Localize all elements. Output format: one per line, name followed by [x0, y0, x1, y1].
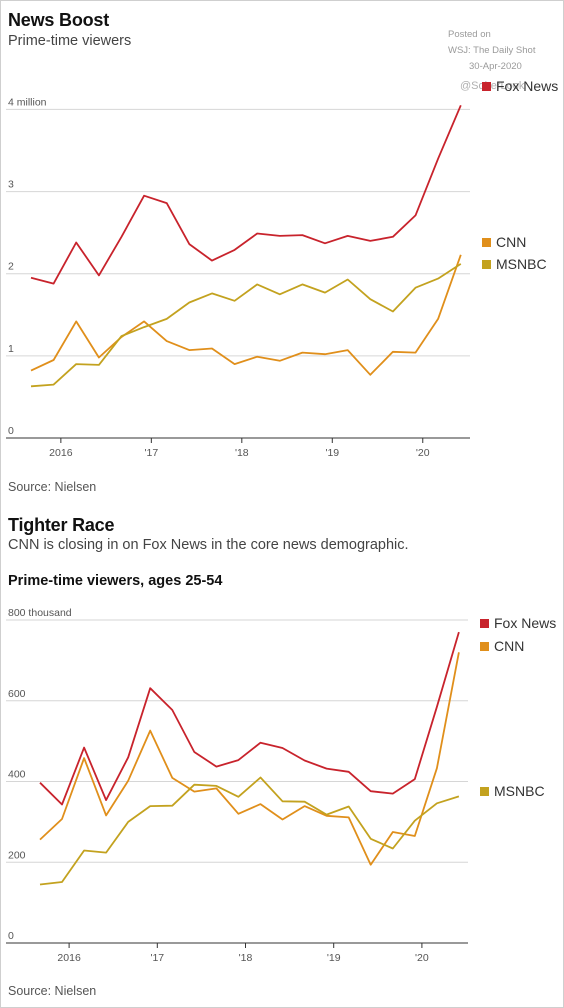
series-line-cnn — [30, 254, 462, 376]
series-line-msnbc — [30, 263, 462, 388]
legend-label-cnn: CNN — [496, 234, 526, 250]
legend-label-fox: Fox News — [494, 615, 556, 631]
y-tick-label: 3 — [8, 179, 14, 191]
watermark-date: 30-Apr-2020 — [469, 61, 522, 72]
chart1-source: Source: Nielsen — [8, 480, 97, 494]
legend-label-cnn: CNN — [494, 638, 524, 654]
chart2-subhead: Prime-time viewers, ages 25-54 — [8, 573, 223, 589]
legend-swatch-cnn — [482, 238, 491, 247]
chart1-title: News Boost — [8, 10, 110, 30]
y-tick-label: 1 — [8, 343, 14, 355]
chart1-subtitle: Prime-time viewers — [8, 33, 132, 49]
x-tick-label: '18 — [235, 447, 249, 459]
series-line-fox — [39, 631, 460, 806]
chart2-source: Source: Nielsen — [8, 984, 97, 998]
chart2-plot: 0 200 400 600 800 thousand 2016 '17 '18 '19 '20 Fo… — [6, 607, 556, 964]
legend-swatch-fox — [482, 82, 491, 91]
chart1-plot: 0 1 2 3 4 million 2016 '17 '18 '19 '20 Fox News CNN… — [6, 78, 558, 459]
watermark-handle: @SoberLook — [460, 80, 525, 92]
series-line-fox — [30, 104, 462, 285]
x-tick-label: 2016 — [49, 447, 73, 459]
legend-swatch-fox — [480, 619, 489, 628]
watermark-posted-on: Posted on — [448, 29, 491, 40]
legend-swatch-msnbc — [482, 260, 491, 269]
x-tick-label: '20 — [416, 447, 430, 459]
watermark-source-name: WSJ: The Daily Shot — [448, 45, 536, 56]
y-tick-label: 4 million — [8, 96, 47, 108]
x-tick-label: '18 — [239, 952, 253, 964]
series-line-cnn — [39, 652, 460, 866]
legend-label-fox: Fox News — [496, 78, 558, 94]
chart2-subtitle: CNN is closing in on Fox News in the cor… — [8, 537, 409, 553]
y-tick-label: 0 — [8, 930, 14, 942]
x-tick-label: 2016 — [57, 952, 81, 964]
x-tick-label: '17 — [144, 447, 158, 459]
y-tick-label: 2 — [8, 261, 14, 273]
legend-swatch-msnbc — [480, 787, 489, 796]
x-tick-label: '19 — [327, 952, 341, 964]
y-tick-label: 200 — [8, 849, 26, 861]
chart2-title: Tighter Race — [8, 515, 115, 535]
y-tick-label: 0 — [8, 425, 14, 437]
legend-swatch-cnn — [480, 642, 489, 651]
x-tick-label: '20 — [415, 952, 429, 964]
y-tick-label: 800 thousand — [8, 607, 72, 619]
y-tick-label: 600 — [8, 688, 26, 700]
x-tick-label: '19 — [325, 447, 339, 459]
series-line-msnbc — [39, 776, 460, 886]
legend-label-msnbc: MSNBC — [494, 783, 545, 799]
legend-label-msnbc: MSNBC — [496, 256, 547, 272]
x-tick-label: '17 — [150, 952, 164, 964]
y-tick-label: 400 — [8, 769, 26, 781]
